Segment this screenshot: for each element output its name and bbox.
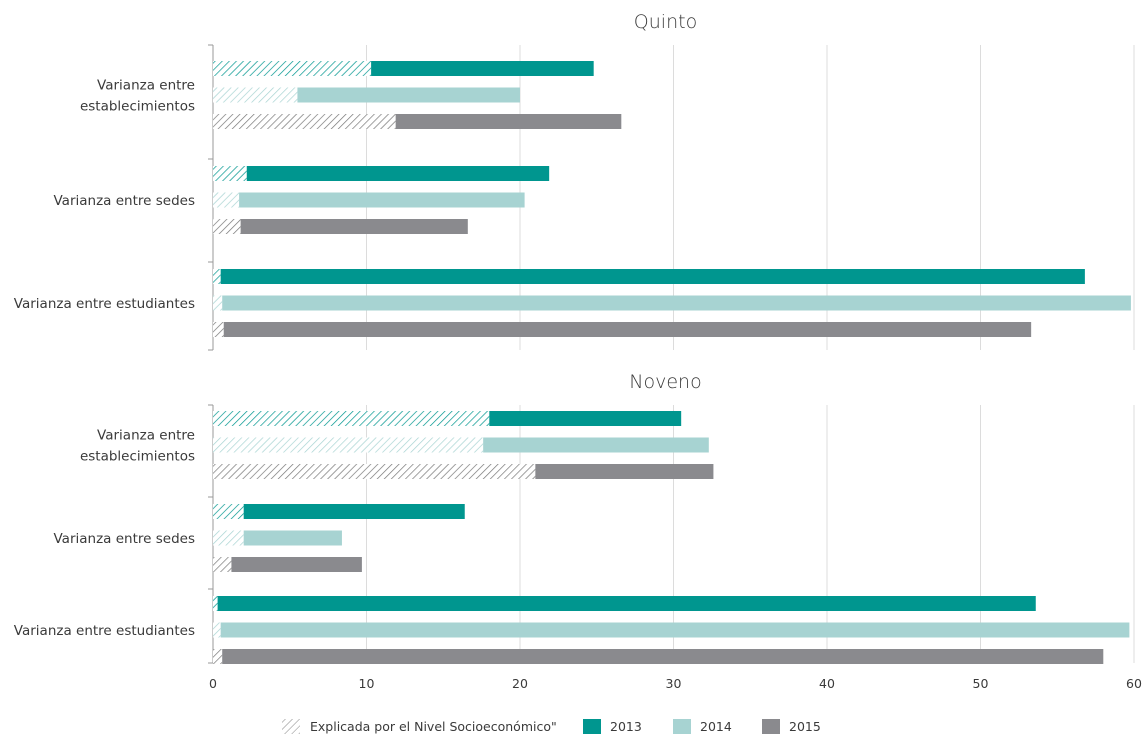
legend-swatch-2015: [762, 719, 780, 734]
category-label: establecimientos: [80, 99, 195, 115]
x-tick-label: 20: [512, 676, 528, 691]
category-label: Varianza entre sedes: [54, 193, 196, 209]
bar-2013-total: [213, 504, 465, 519]
panel-title: Noveno: [629, 371, 701, 393]
bar-2014-total: [213, 192, 525, 208]
bar-2014-explained: [213, 192, 240, 208]
legend-swatch-2013: [583, 719, 601, 734]
legend-explained-label: Explicada por el Nivel Socioeconómico": [310, 719, 557, 734]
bar-2013-explained: [213, 411, 490, 426]
bar-2014-total: [213, 622, 1130, 638]
bar-2013-total: [213, 596, 1036, 611]
category-label: Varianza entre: [97, 428, 195, 444]
bar-2014-total: [213, 530, 342, 546]
bar-2014-explained: [213, 295, 223, 311]
bar-2015-explained: [213, 464, 536, 479]
x-tick-label: 50: [973, 676, 989, 691]
bar-2013-total: [213, 166, 550, 181]
bar-2013-total: [213, 269, 1085, 284]
bar-2014-explained: [213, 437, 484, 453]
bar-2013-explained: [213, 61, 372, 76]
bar-2015-explained: [213, 557, 232, 572]
bar-2015-total: [213, 219, 468, 234]
category-label: Varianza entre sedes: [54, 531, 196, 547]
legend-swatch-2014: [673, 719, 691, 734]
x-tick-label: 30: [666, 676, 682, 691]
bar-2013-explained: [213, 504, 244, 519]
category-label: Varianza entre estudiantes: [14, 296, 195, 312]
legend-label-2013: 2013: [610, 719, 642, 734]
bar-2015-total: [213, 322, 1032, 337]
bar-2015-explained: [213, 322, 224, 337]
bar-2014-total: [213, 295, 1131, 311]
bar-2013-explained: [213, 269, 221, 284]
bar-2015-total: [213, 649, 1104, 664]
category-label: establecimientos: [80, 449, 195, 465]
bar-2014-explained: [213, 622, 221, 638]
legend-label-2014: 2014: [700, 719, 732, 734]
bar-2014-explained: [213, 87, 298, 103]
bar-2015-explained: [213, 649, 223, 664]
bar-2015-total: [213, 557, 362, 572]
x-tick-label: 60: [1126, 676, 1142, 691]
category-label: Varianza entre: [97, 78, 195, 94]
x-tick-label: 10: [359, 676, 375, 691]
x-tick-label: 0: [209, 676, 217, 691]
legend-explained-swatch: [282, 719, 300, 734]
panel-title: Quinto: [634, 11, 697, 33]
bar-2015-explained: [213, 219, 241, 234]
x-tick-label: 40: [819, 676, 835, 691]
bar-2014-explained: [213, 530, 244, 546]
bar-2015-explained: [213, 114, 396, 129]
bar-2013-explained: [213, 596, 218, 611]
bar-2013-explained: [213, 166, 247, 181]
category-label: Varianza entre estudiantes: [14, 623, 195, 639]
legend-label-2015: 2015: [789, 719, 821, 734]
